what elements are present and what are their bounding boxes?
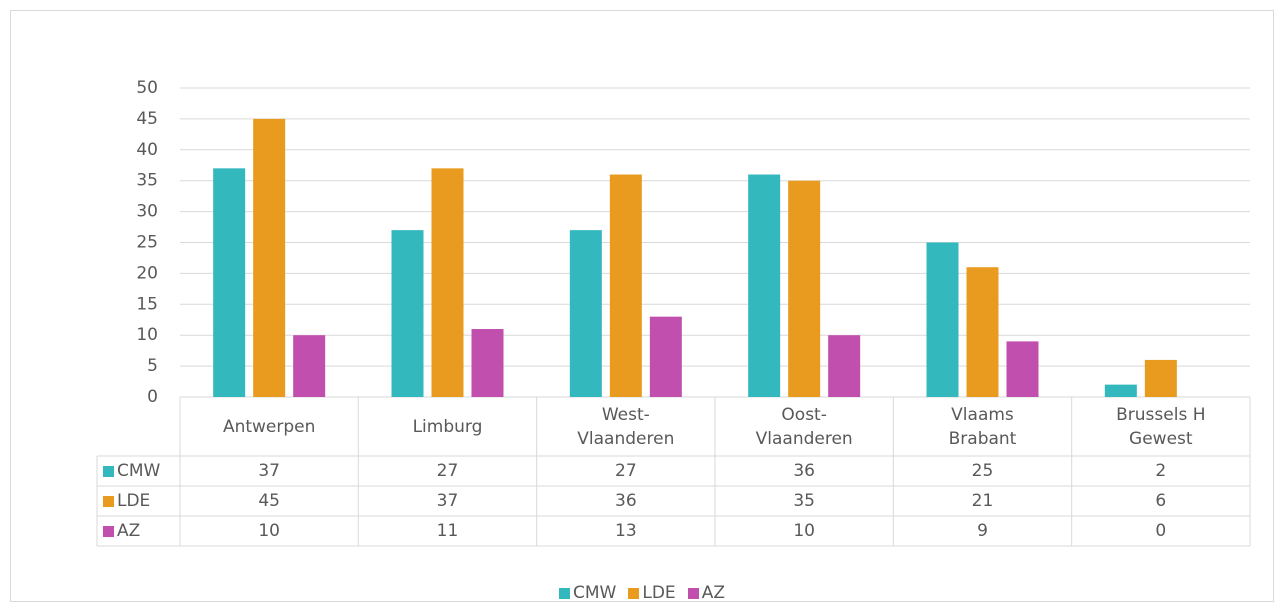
bar [609, 174, 642, 397]
table-value: 10 [793, 521, 815, 541]
y-tick-label: 0 [147, 387, 158, 407]
y-tick-label: 15 [136, 294, 158, 314]
table-value: 0 [1155, 521, 1167, 541]
category-label: Oost-Vlaanderen [755, 404, 853, 449]
table-cell: 37 [180, 456, 358, 486]
table-cell: 37 [358, 486, 536, 516]
x-tick-label: Oost-Vlaanderen [715, 397, 893, 456]
legend-key [103, 495, 114, 507]
bar [391, 230, 424, 397]
table-cell: 6 [1072, 486, 1250, 516]
bar [748, 174, 781, 397]
category-label: Antwerpen [222, 416, 316, 437]
legend-key [687, 587, 699, 599]
bar [213, 168, 246, 397]
legend-label: CMW [573, 583, 617, 603]
y-tick-label: 50 [136, 78, 158, 98]
y-tick-label: 20 [136, 263, 158, 283]
category-label: Limburg [412, 416, 483, 437]
table-cell: 45 [180, 486, 358, 516]
table-value: 9 [977, 521, 988, 541]
table-value: 36 [615, 491, 637, 511]
category-label: West-Vlaanderen [577, 404, 675, 449]
table-cell: 27 [358, 456, 536, 486]
series-name: LDE [117, 491, 151, 511]
bar [649, 316, 682, 397]
legend-label: LDE [642, 583, 676, 603]
table-row-header: LDE [97, 486, 180, 516]
y-tick-label: 5 [147, 356, 158, 376]
table-cell: 10 [180, 516, 358, 546]
category-label: Brussels H Gewest [1116, 404, 1206, 449]
series-name: AZ [117, 521, 141, 541]
legend-key [103, 525, 114, 537]
table-cell: 36 [715, 456, 893, 486]
legend-key [103, 465, 114, 477]
category-label: Vlaams Brabant [948, 404, 1017, 449]
legend-label: AZ [701, 583, 725, 603]
table-cell: 0 [1072, 516, 1250, 546]
x-tick-label: Vlaams Brabant [893, 397, 1071, 456]
legend: CMW LDE AZ [0, 578, 1284, 608]
x-tick-label: Limburg [358, 397, 536, 456]
bar [828, 335, 861, 397]
x-tick-label: Brussels H Gewest [1072, 397, 1250, 456]
table-value: 27 [615, 461, 637, 481]
y-tick-label: 10 [136, 325, 158, 345]
y-tick-label: 30 [136, 202, 158, 222]
legend-key [559, 587, 571, 599]
table-value: 37 [258, 461, 280, 481]
bar [788, 180, 821, 397]
table-value: 25 [971, 461, 994, 481]
table-value: 2 [1155, 461, 1167, 481]
bar [1144, 359, 1177, 397]
table-value: 35 [793, 491, 815, 511]
bar [431, 168, 464, 397]
table-cell: 2 [1072, 456, 1250, 486]
table-cell: 35 [715, 486, 893, 516]
table-value: 6 [1155, 491, 1167, 511]
chart-frame [10, 10, 1274, 602]
table-cell: 21 [893, 486, 1071, 516]
bar [966, 267, 999, 397]
table-value: 10 [258, 521, 280, 541]
table-cell: 10 [715, 516, 893, 546]
table-value: 11 [436, 521, 459, 541]
table-value: 36 [793, 461, 815, 481]
bar [569, 230, 602, 397]
bar [253, 118, 286, 398]
table-row-header: AZ [97, 516, 180, 546]
table-cell: 9 [893, 516, 1071, 546]
table-cell: 27 [537, 456, 715, 486]
table-value: 21 [971, 491, 994, 511]
bar [926, 242, 959, 397]
table-cell: 36 [537, 486, 715, 516]
y-tick-label: 35 [136, 171, 158, 191]
table-value: 13 [615, 521, 637, 541]
bar [1104, 384, 1137, 397]
legend-key [628, 587, 640, 599]
y-tick-label: 40 [136, 140, 158, 160]
table-cell: 13 [537, 516, 715, 546]
series-name: CMW [117, 461, 161, 481]
table-cell: 25 [893, 456, 1071, 486]
y-tick-label: 25 [136, 233, 158, 253]
table-value: 37 [436, 491, 459, 511]
x-tick-label: Antwerpen [180, 397, 358, 456]
bar [293, 335, 326, 397]
table-value: 45 [258, 491, 280, 511]
x-tick-label: West-Vlaanderen [537, 397, 715, 456]
table-row-header: CMW [97, 456, 180, 486]
bar [1006, 341, 1039, 397]
y-tick-label: 45 [136, 109, 158, 129]
table-value: 27 [436, 461, 459, 481]
bar [471, 329, 504, 397]
table-cell: 11 [358, 516, 536, 546]
